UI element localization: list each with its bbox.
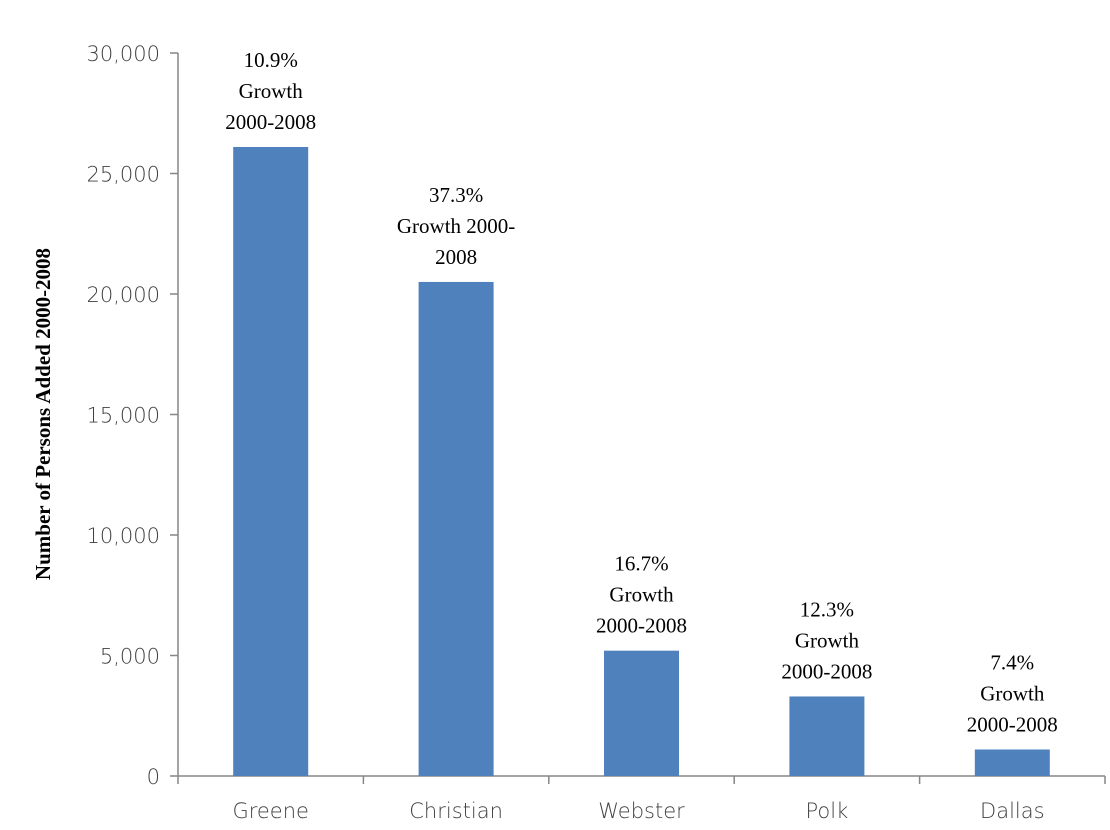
y-tick-label: 0: [147, 765, 160, 789]
x-tick-label: Greene: [232, 799, 309, 823]
y-tick-label: 25,000: [87, 163, 160, 187]
bar-webster: [604, 650, 679, 776]
data-label-polk: 12.3% Growth 2000-2008: [781, 597, 872, 683]
bar-greene: [233, 146, 309, 777]
y-tick-label: 5,000: [100, 645, 160, 669]
x-tick-label: Webster: [598, 799, 685, 823]
y-tick-label: 10,000: [87, 524, 160, 548]
x-axis: Greene Christian Webster Polk Dallas: [177, 775, 1106, 823]
y-tick-label: 15,000: [87, 404, 160, 428]
y-tick-label: 20,000: [87, 283, 160, 307]
x-tick-label: Polk: [806, 799, 849, 823]
y-axis-title: Number of Persons Added 2000-2008: [31, 248, 55, 580]
data-label-webster: 16.7% Growth 2000-2008: [596, 552, 687, 638]
y-axis: 0 5,000 10,000 15,000 20,000 25,000 30,000: [87, 42, 179, 789]
bars: [233, 146, 1050, 777]
data-label-christian: 37.3% Growth 2000-2008: [397, 183, 515, 269]
bar-dallas: [974, 749, 1050, 776]
x-tick-label: Christian: [409, 799, 503, 823]
data-labels: 10.9% Growth 2000-2008 37.3% Growth 2000-200…: [225, 48, 1058, 736]
y-tick-label: 30,000: [87, 42, 160, 66]
bar-polk: [789, 696, 865, 776]
data-label-dallas: 7.4% Growth 2000-2008: [967, 650, 1058, 736]
x-tick-label: Dallas: [980, 799, 1045, 823]
data-label-greene: 10.9% Growth 2000-2008: [225, 48, 316, 134]
bar-christian: [418, 281, 494, 776]
